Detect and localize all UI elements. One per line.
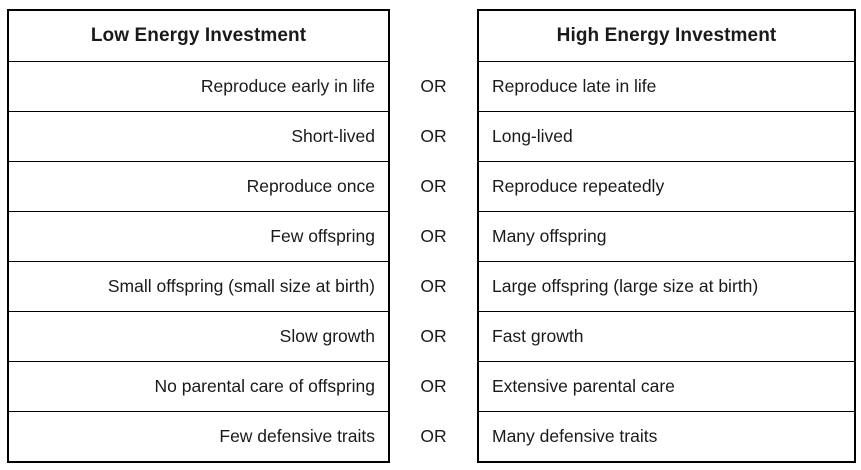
high-energy-cell-reproduce-late: Reproduce late in life — [479, 61, 854, 111]
or-label: OR — [420, 175, 447, 196]
high-energy-cell-many-offspring: Many offspring — [479, 211, 854, 261]
low-energy-header: Low Energy Investment — [90, 25, 307, 46]
low-energy-cell-small-offspring: Small offspring (small size at birth) — [9, 261, 388, 311]
low-energy-cell-few-defensive: Few defensive traits — [9, 411, 388, 461]
high-energy-cell-long-lived: Long-lived — [479, 111, 854, 161]
low-energy-cell-short-lived: Short-lived — [9, 111, 388, 161]
low-energy-cell-reproduce-once: Reproduce once — [9, 161, 388, 211]
low-energy-cell-slow-growth: Slow growth — [9, 311, 388, 361]
high-energy-cell-fast-growth: Fast growth — [479, 311, 854, 361]
or-label: OR — [420, 75, 447, 96]
low-energy-table: Low Energy Investment Reproduce early in… — [7, 9, 390, 463]
high-energy-cell-reproduce-repeatedly: Reproduce repeatedly — [479, 161, 854, 211]
or-label: OR — [420, 375, 447, 396]
high-energy-header: High Energy Investment — [556, 25, 777, 46]
or-label: OR — [420, 425, 447, 446]
high-energy-cell-large-offspring: Large offspring (large size at birth) — [479, 261, 854, 311]
or-label: OR — [420, 275, 447, 296]
low-energy-cell-few-offspring: Few offspring — [9, 211, 388, 261]
high-energy-cell-many-defensive: Many defensive traits — [479, 411, 854, 461]
or-label: OR — [420, 225, 447, 246]
or-label: OR — [420, 125, 447, 146]
high-energy-cell-extensive-parental-care: Extensive parental care — [479, 361, 854, 411]
or-label: OR — [420, 325, 447, 346]
high-energy-table: High Energy Investment Reproduce late in… — [477, 9, 856, 463]
low-energy-cell-reproduce-early: Reproduce early in life — [9, 61, 388, 111]
low-energy-cell-no-parental-care: No parental care of offspring — [9, 361, 388, 411]
or-column: OR OR OR OR OR OR OR OR — [390, 9, 477, 461]
